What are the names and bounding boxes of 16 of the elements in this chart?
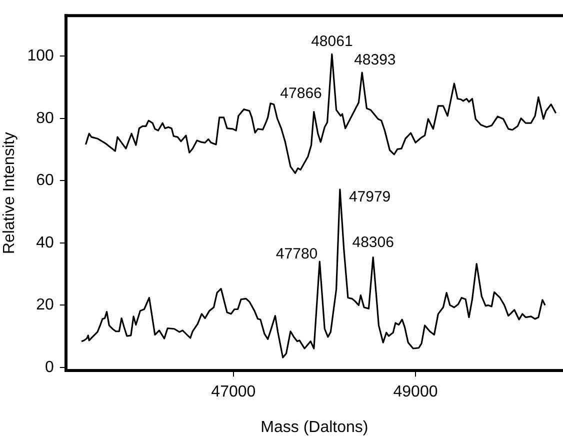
- annotation: 47979: [348, 188, 391, 206]
- annotation: 47780: [276, 246, 318, 263]
- y-tick-label: 0: [44, 358, 54, 376]
- y-tick-label: 20: [36, 296, 54, 314]
- annotation: 48306: [352, 234, 394, 252]
- y-axis-title: Relative Intensity: [1, 132, 18, 254]
- x-tick-label: 47000: [211, 384, 256, 401]
- y-tick-label: 60: [36, 172, 54, 190]
- y-tick-label: 40: [36, 234, 54, 252]
- x-axis-title: Mass (Daltons): [260, 418, 368, 436]
- y-tick-label: 100: [27, 47, 54, 64]
- annotation: 47866: [280, 84, 322, 102]
- annotation: 48393: [354, 52, 396, 69]
- x-tick-label: 49000: [393, 384, 438, 401]
- y-tick-label: 80: [36, 110, 54, 127]
- annotation: 48061: [311, 33, 353, 50]
